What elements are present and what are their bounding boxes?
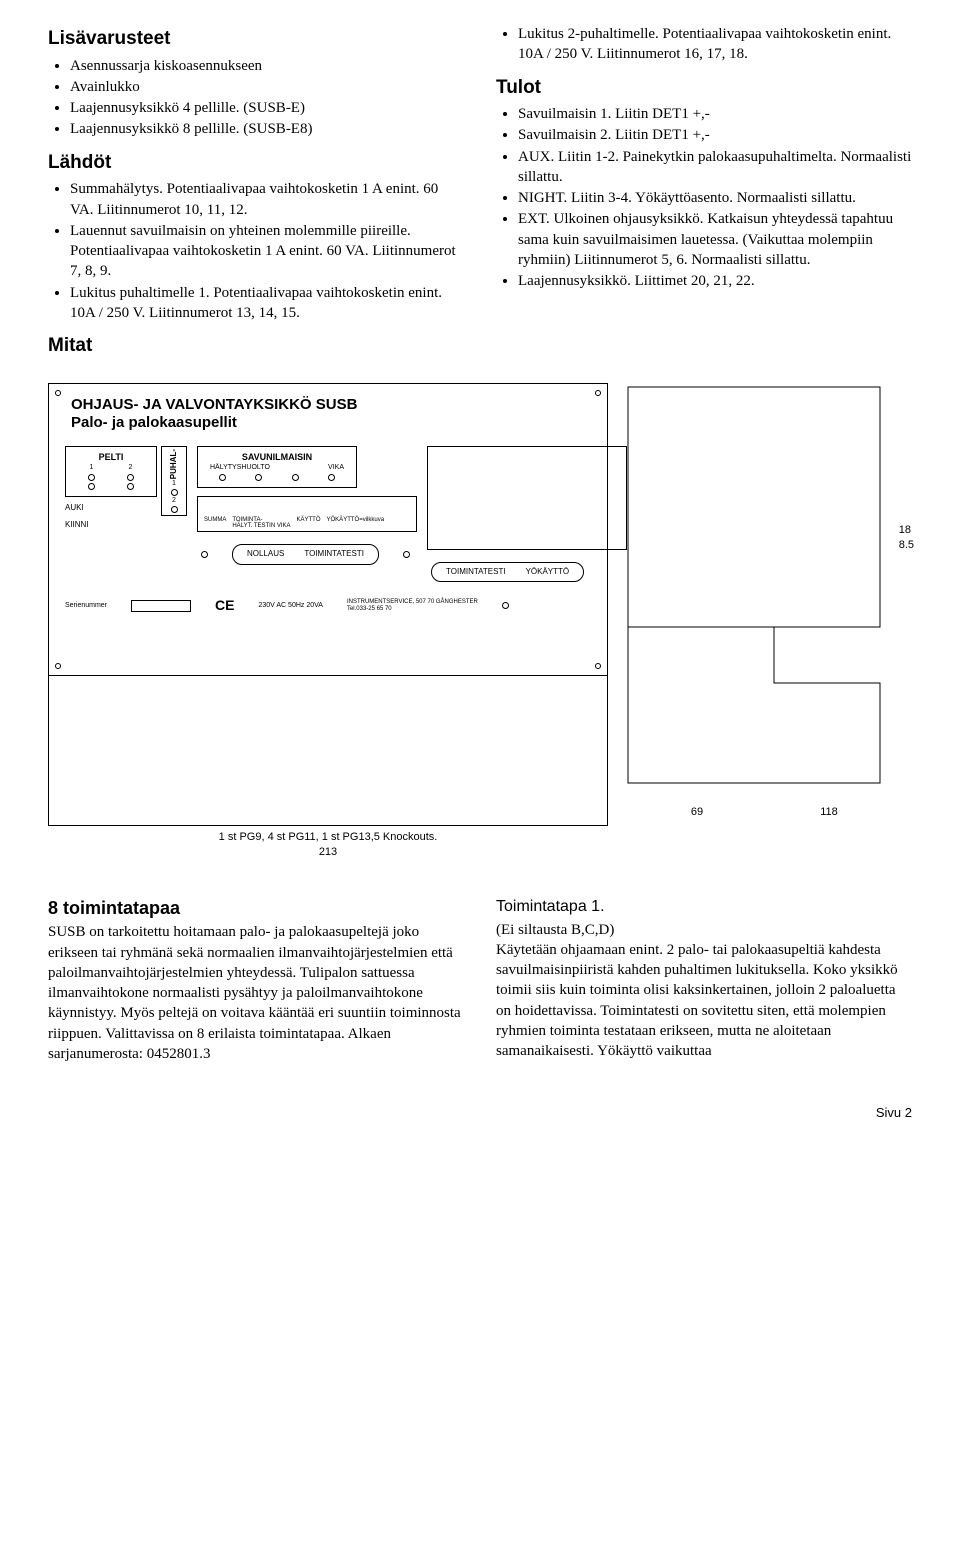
led-icon (502, 602, 509, 609)
serial-row: Serienummer CE 230V AC 50Hz 20VA INSTRUM… (65, 596, 591, 615)
subtitle: (Ei siltausta B,C,D) (496, 920, 912, 940)
led-icon (403, 551, 410, 558)
list-lisavarusteet: Asennussarja kiskoasennukseen Avainlukko… (48, 56, 464, 140)
list-item: Asennussarja kiskoasennukseen (70, 56, 464, 76)
summa-box: SUMMA TOIMINTA-HÄLYT. TESTIN VIKA KÄYTTÖ… (197, 496, 417, 532)
heading-toimintatapa-1: Toimintatapa 1. (496, 896, 912, 918)
width-dimension-118: 118 (774, 805, 884, 820)
side-profile: 18 8.5 69 118 (624, 383, 884, 860)
nollaus-button[interactable]: NOLLAUS (247, 549, 284, 560)
list-item: Avainlukko (70, 77, 464, 97)
list-item: NIGHT. Liitin 3-4. Yökäyttöasento. Norma… (518, 188, 912, 208)
yokaytto-button[interactable]: YÖKÄYTTÖ (526, 567, 570, 578)
list-tulot: Savuilmaisin 1. Liitin DET1 +,- Savuilma… (496, 104, 912, 291)
heading-lahdot: Lähdöt (48, 150, 464, 176)
list-item: Lukitus 2-puhaltimelle. Potentiaalivapaa… (518, 24, 912, 65)
savunilmaisin-box: SAVUNILMAISIN HÄLYTYSHUOLTO VIKA (197, 446, 357, 489)
led-icon (201, 551, 208, 558)
list-item: Laajennusyksikkö 8 pellille. (SUSB-E8) (70, 119, 464, 139)
heading-tulot: Tulot (496, 75, 912, 101)
paragraph: SUSB on tarkoitettu hoitamaan palo- ja p… (48, 922, 464, 1064)
list-top-right: Lukitus 2-puhaltimelle. Potentiaalivapaa… (496, 24, 912, 65)
page-number: Sivu 2 (48, 1104, 912, 1122)
heading-lisavarusteet: Lisävarusteet (48, 26, 464, 52)
toimintatesti-button[interactable]: TOIMINTATESTI (446, 567, 506, 578)
screw-hole-icon (55, 390, 61, 396)
screw-hole-icon (55, 663, 61, 669)
paragraph: Käytetään ohjaamaan enint. 2 palo- tai p… (496, 940, 912, 1062)
height-dimension: 18 8.5 (899, 523, 914, 553)
list-item: Lukitus puhaltimelle 1. Potentiaalivapaa… (70, 283, 464, 324)
heading-mitat: Mitat (48, 333, 464, 359)
heading-8-toimintatapaa: 8 toimintatapaa (48, 896, 464, 920)
width-dimension-69: 69 (624, 805, 770, 820)
screw-hole-icon (595, 390, 601, 396)
list-item: AUX. Liitin 1-2. Painekytkin palokaasupu… (518, 147, 912, 188)
puhal-box: PUHAL- 1 2 (161, 446, 187, 516)
label-auki: AUKI (65, 503, 157, 514)
device-panel: OHJAUS- JA VALVONTAYKSIKKÖ SUSB Palo- ja… (48, 383, 608, 677)
list-item: Savuilmaisin 2. Liitin DET1 +,- (518, 125, 912, 145)
blank-panel (427, 446, 627, 550)
screw-hole-icon (595, 663, 601, 669)
ce-mark-icon: CE (215, 596, 234, 615)
button-group-right: TOIMINTATESTI YÖKÄYTTÖ (431, 562, 584, 583)
label-kiinni: KIINNI (65, 520, 157, 531)
pelti-box: PELTI 12 (65, 446, 157, 498)
toimintatesti-button[interactable]: TOIMINTATESTI (304, 549, 364, 560)
width-dimension: 213 (48, 845, 608, 860)
list-item: Laajennusyksikkö. Liittimet 20, 21, 22. (518, 271, 912, 291)
knockouts-label: 1 st PG9, 4 st PG11, 1 st PG13,5 Knockou… (219, 830, 438, 845)
list-item: Laajennusyksikkö 4 pellille. (SUSB-E) (70, 98, 464, 118)
list-item: Savuilmaisin 1. Liitin DET1 +,- (518, 104, 912, 124)
list-lahdot: Summahälytys. Potentiaalivapaa vaihtokos… (48, 179, 464, 323)
list-item: Summahälytys. Potentiaalivapaa vaihtokos… (70, 179, 464, 220)
panel-title: OHJAUS- JA VALVONTAYKSIKKÖ SUSB Palo- ja… (71, 396, 591, 432)
list-item: EXT. Ulkoinen ohjausyksikkö. Katkaisun y… (518, 209, 912, 270)
button-group-left: NOLLAUS TOIMINTATESTI (232, 544, 379, 565)
list-item: Lauennut savuilmaisin on yhteinen molemm… (70, 221, 464, 282)
panel-lower-box (48, 676, 608, 826)
